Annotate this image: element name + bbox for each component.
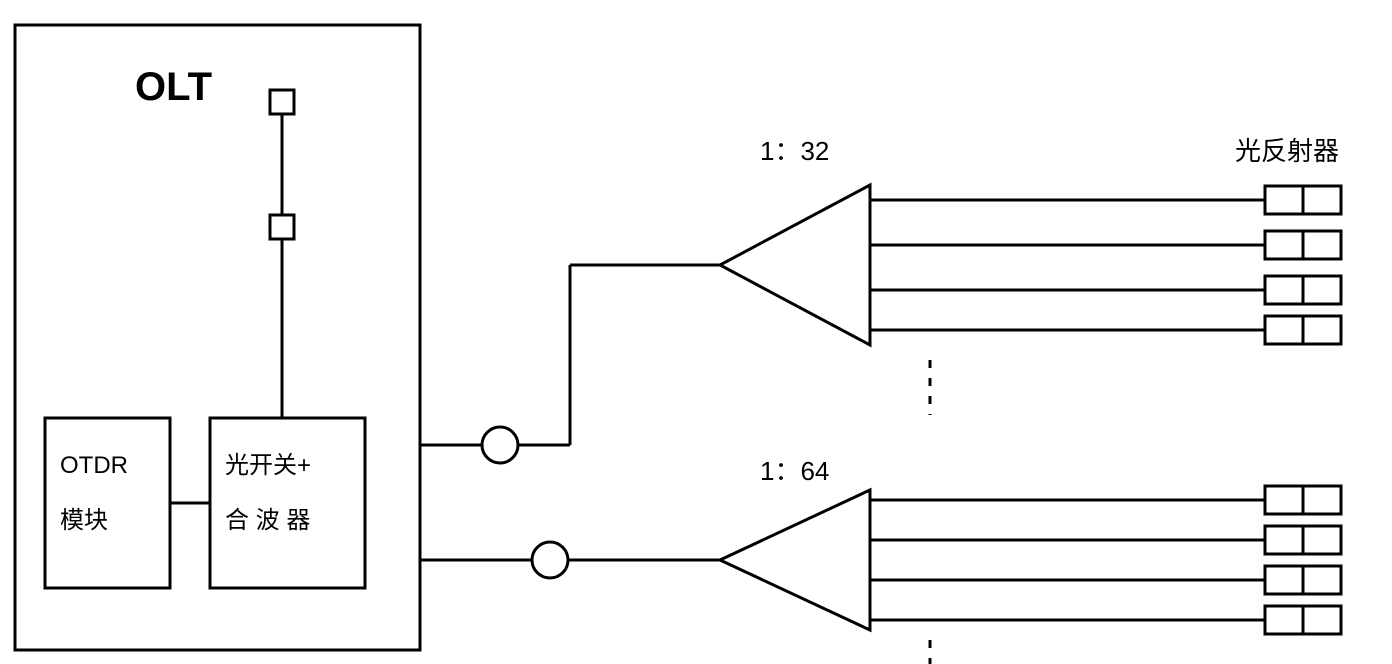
olt-port-1	[270, 90, 294, 114]
reflector-cell-b	[1303, 566, 1341, 594]
reflector-cell-a	[1265, 231, 1303, 259]
reflector-cell-b	[1303, 276, 1341, 304]
reflector-cell-b	[1303, 526, 1341, 554]
olt-port-2	[270, 215, 294, 239]
splitter-1-32	[720, 185, 870, 345]
switch-mux-label-1: 光开关+	[225, 452, 311, 479]
olt-title: OLT	[135, 65, 212, 109]
fiber-loop-0	[482, 427, 518, 463]
reflector-cell-a	[1265, 566, 1303, 594]
splitter-1-64-label: 1：64	[760, 456, 829, 486]
reflector-cell-b	[1303, 186, 1341, 214]
reflector-cell-a	[1265, 486, 1303, 514]
splitter-1-64	[720, 490, 870, 630]
reflector-cell-a	[1265, 606, 1303, 634]
otdr-label-1: OTDR	[60, 452, 128, 479]
switch-mux-box	[210, 418, 365, 588]
olt-box	[15, 25, 420, 650]
reflector-cell-b	[1303, 486, 1341, 514]
reflector-cell-a	[1265, 186, 1303, 214]
otdr-module-box	[45, 418, 170, 588]
fiber-loop-1	[532, 542, 568, 578]
reflector-cell-a	[1265, 276, 1303, 304]
switch-mux-label-2: 合 波 器	[225, 507, 310, 534]
splitter-1-32-label: 1：32	[760, 136, 829, 166]
reflector-title: 光反射器	[1235, 136, 1339, 166]
reflector-cell-a	[1265, 526, 1303, 554]
reflector-cell-b	[1303, 606, 1341, 634]
reflector-cell-b	[1303, 231, 1341, 259]
otdr-label-2: 模块	[60, 507, 108, 534]
reflector-cell-b	[1303, 316, 1341, 344]
reflector-cell-a	[1265, 316, 1303, 344]
